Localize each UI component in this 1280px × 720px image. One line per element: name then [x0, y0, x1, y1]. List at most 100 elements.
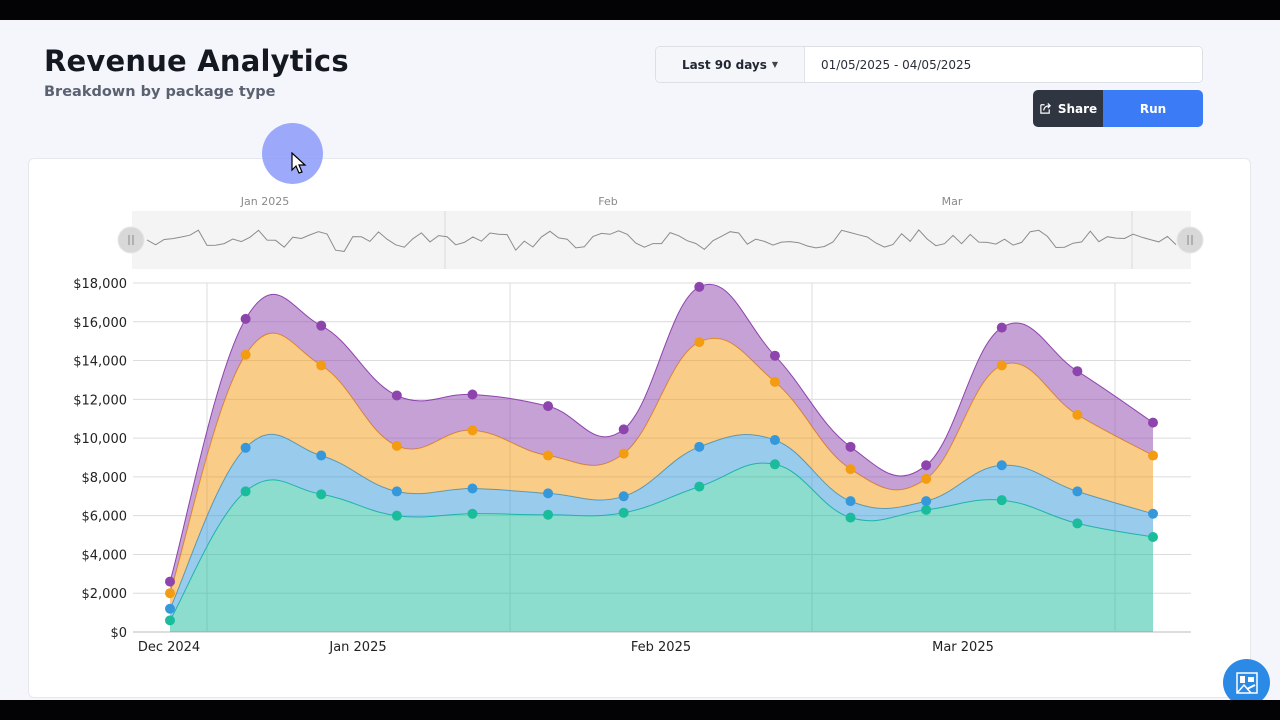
data-point-teal-package — [543, 509, 554, 520]
data-point-teal-package — [467, 508, 478, 519]
date-range-control: Last 90 days ▼ — [655, 46, 1203, 83]
x-tick-label: Mar 2025 — [932, 640, 994, 655]
data-point-purple-package — [165, 576, 175, 587]
data-point-teal-package — [921, 504, 932, 515]
data-point-purple-package — [845, 441, 856, 452]
y-tick-label: $0 — [110, 626, 127, 641]
data-point-blue-package — [618, 491, 629, 502]
navigator-right-handle[interactable] — [1176, 226, 1204, 254]
data-point-orange-package — [543, 450, 554, 461]
data-point-blue-package — [240, 442, 251, 453]
data-point-orange-package — [694, 337, 705, 348]
mouse-pointer-icon — [291, 152, 307, 174]
data-point-teal-package — [996, 495, 1007, 506]
navigator-month-label: Mar — [942, 195, 963, 208]
y-tick-label: $6,000 — [82, 510, 128, 525]
data-point-purple-package — [316, 320, 327, 331]
image-gallery-icon — [1235, 671, 1258, 694]
bottom-black-bar — [0, 700, 1280, 720]
date-range-input[interactable] — [805, 47, 1202, 82]
data-point-orange-package — [996, 360, 1007, 371]
chart-card: Jan 2025 Feb Mar $0 $2,000 $4,000 $6,000 $8,000… — [28, 158, 1251, 698]
data-point-orange-package — [467, 425, 478, 436]
area-purple-package — [170, 284, 1153, 594]
data-point-teal-package — [694, 481, 705, 492]
area-blue-package — [170, 434, 1153, 621]
top-black-bar — [0, 0, 1280, 20]
area-teal-package — [170, 463, 1153, 632]
revenue-stacked-area-chart: Jan 2025 Feb Mar $0 $2,000 $4,000 $6,000 $8,000… — [73, 195, 1204, 655]
data-point-teal-package — [1072, 518, 1083, 529]
y-tick-label: $10,000 — [73, 432, 127, 447]
navigator-month-label: Jan 2025 — [240, 195, 289, 208]
data-point-purple-package — [1148, 417, 1158, 428]
data-point-purple-package — [391, 390, 402, 401]
data-point-teal-package — [769, 459, 780, 470]
data-point-purple-package — [1072, 366, 1083, 377]
data-point-blue-package — [694, 441, 705, 452]
data-point-blue-package — [1072, 486, 1083, 497]
navigator-sparkline — [146, 229, 1177, 252]
data-point-teal-package — [1148, 531, 1158, 542]
data-point-orange-package — [165, 588, 175, 599]
navigator-month-label: Feb — [598, 195, 617, 208]
y-tick-label: $14,000 — [73, 355, 127, 370]
share-label: Share — [1057, 101, 1098, 116]
data-point-purple-package — [467, 389, 478, 400]
data-point-purple-package — [240, 313, 251, 324]
page-title: Revenue Analytics — [44, 44, 349, 78]
share-square-icon — [1040, 102, 1051, 114]
data-point-orange-package — [240, 349, 251, 360]
line-purple-package — [169, 284, 1154, 582]
data-point-purple-package — [543, 401, 554, 412]
y-tick-label: $12,000 — [73, 393, 127, 408]
navigator-background — [132, 211, 1191, 269]
data-point-teal-package — [845, 512, 856, 523]
data-point-blue-package — [391, 486, 402, 497]
data-point-blue-package — [845, 496, 856, 507]
page: Revenue Analytics Breakdown by package t… — [0, 20, 1280, 700]
range-preset-label: Last 90 days — [681, 57, 767, 72]
data-point-orange-package — [391, 440, 402, 451]
x-tick-label: Jan 2025 — [328, 640, 386, 655]
data-point-blue-package — [996, 460, 1007, 471]
data-point-orange-package — [316, 360, 327, 371]
data-point-orange-package — [1072, 409, 1083, 420]
data-point-blue-package — [316, 450, 327, 461]
data-point-purple-package — [921, 460, 932, 471]
action-buttons: Share Run — [1033, 90, 1203, 127]
data-point-purple-package — [996, 322, 1007, 333]
data-point-teal-package — [165, 615, 175, 626]
run-label: Run — [1139, 101, 1167, 116]
data-point-teal-package — [391, 510, 402, 521]
data-point-teal-package — [618, 507, 629, 518]
x-tick-label: Feb 2025 — [631, 640, 691, 655]
data-point-blue-package — [165, 603, 175, 614]
data-point-purple-package — [618, 424, 629, 435]
data-point-blue-package — [921, 496, 932, 507]
data-point-orange-package — [1148, 450, 1158, 461]
data-point-orange-package — [769, 376, 780, 387]
share-button[interactable]: Share — [1033, 90, 1103, 127]
caret-down-icon: ▼ — [771, 60, 779, 69]
y-tick-label: $2,000 — [82, 587, 128, 602]
data-point-orange-package — [618, 448, 629, 459]
data-point-blue-package — [769, 435, 780, 446]
data-point-teal-package — [240, 486, 251, 497]
data-point-purple-package — [694, 281, 705, 292]
data-point-orange-package — [921, 473, 932, 484]
data-point-purple-package — [769, 350, 780, 361]
data-point-orange-package — [845, 464, 856, 475]
range-preset-dropdown[interactable]: Last 90 days ▼ — [656, 47, 805, 82]
navigator-left-handle[interactable] — [117, 226, 145, 254]
y-tick-label: $8,000 — [82, 471, 128, 486]
data-point-teal-package — [316, 489, 327, 500]
page-subtitle: Breakdown by package type — [44, 84, 276, 100]
run-button[interactable]: Run — [1103, 90, 1203, 127]
area-orange-package — [170, 333, 1153, 609]
data-point-blue-package — [543, 488, 554, 499]
data-point-blue-package — [467, 483, 478, 494]
floating-gallery-button[interactable] — [1223, 659, 1270, 700]
y-tick-label: $4,000 — [82, 548, 128, 563]
x-tick-label: Dec 2024 — [138, 640, 200, 655]
